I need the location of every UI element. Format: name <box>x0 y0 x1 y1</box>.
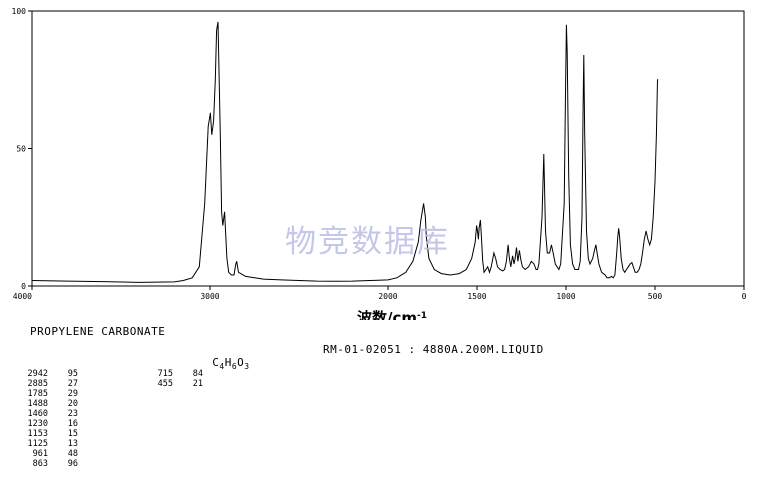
compound-name: PROPYLENE CARBONATE <box>30 325 166 338</box>
peak-intensity: 13 <box>67 439 78 449</box>
x-axis-label: 波数/cm-1 <box>357 309 427 320</box>
ir-spectrum-chart: 4000 3000 2000 1500 1000 500 0 0 50 100 波数/cm-1 <box>12 7 747 320</box>
peak-intensity: 96 <box>67 459 78 469</box>
formula-element: O <box>237 356 245 369</box>
peak-intensity: 15 <box>67 429 78 439</box>
x-tick-label: 1000 <box>556 292 575 301</box>
peak-intensity: 27 <box>67 379 78 389</box>
formula-count: 6 <box>231 362 238 372</box>
peak-intensity: 16 <box>67 419 78 429</box>
peak-intensity: 20 <box>67 399 78 409</box>
peak-row: 1460 23 <box>22 409 78 419</box>
peak-row: 455 21 <box>147 379 203 389</box>
x-tick-label: 0 <box>742 292 747 301</box>
peak-row: 1785 29 <box>22 389 78 399</box>
peak-row: 1230 16 <box>22 419 78 429</box>
peak-wavenumber: 715 <box>157 369 173 379</box>
peak-table-right: 715 84 455 21 <box>147 369 203 389</box>
peak-row: 961 48 <box>22 449 78 459</box>
peak-wavenumber: 1230 <box>27 419 48 429</box>
y-tick-label: 0 <box>21 282 26 291</box>
sample-info: RM-01-02051 : 4880A.200M.LIQUID <box>323 343 544 356</box>
axis-tick-labels: 4000 3000 2000 1500 1000 500 0 0 50 100 <box>12 7 747 301</box>
x-tick-label: 3000 <box>200 292 219 301</box>
peak-row: 715 84 <box>147 369 203 379</box>
peak-intensity: 95 <box>67 369 78 379</box>
x-tick-label: 1500 <box>467 292 486 301</box>
peak-intensity: 84 <box>192 369 203 379</box>
axis-ticks <box>28 10 745 290</box>
x-axis-label-text: 波数/cm <box>357 309 417 320</box>
x-tick-label: 2000 <box>378 292 397 301</box>
peak-intensity: 29 <box>67 389 78 399</box>
peak-wavenumber: 1153 <box>27 429 48 439</box>
formula-count: 3 <box>244 362 250 372</box>
peak-row: 1153 15 <box>22 429 78 439</box>
watermark: 物竞数据库 <box>285 224 450 260</box>
peak-intensity: 23 <box>67 409 78 419</box>
x-axis-label-sup: -1 <box>417 311 427 320</box>
peak-wavenumber: 863 <box>32 459 48 469</box>
spectrum-line <box>31 21 659 283</box>
y-tick-label: 100 <box>12 7 27 16</box>
peak-intensity: 21 <box>192 379 203 389</box>
y-tick-label: 50 <box>16 145 26 154</box>
peak-intensity: 48 <box>67 449 78 459</box>
peak-row: 1488 20 <box>22 399 78 409</box>
peak-row: 2885 27 <box>22 379 78 389</box>
peak-wavenumber: 1125 <box>27 439 48 449</box>
x-tick-label: 4000 <box>13 292 32 301</box>
peak-row: 2942 95 <box>22 369 78 379</box>
peak-wavenumber: 2885 <box>27 379 48 389</box>
peak-wavenumber: 1488 <box>27 399 48 409</box>
peak-table-left: 2942 95 2885 27 1785 29 1488 20 1460 23 1230 16 1153… <box>22 369 78 469</box>
x-tick-label: 500 <box>648 292 663 301</box>
peak-wavenumber: 455 <box>157 379 173 389</box>
peak-wavenumber: 1785 <box>27 389 48 399</box>
formula-count: 4 <box>219 362 225 372</box>
formula-element: H <box>224 356 232 369</box>
peak-wavenumber: 961 <box>32 449 48 459</box>
molecular-formula: C4H6O3 <box>198 343 250 371</box>
peak-row: 863 96 <box>22 459 78 469</box>
peak-row: 1125 13 <box>22 439 78 449</box>
peak-wavenumber: 1460 <box>27 409 48 419</box>
formula-element: C <box>212 356 220 369</box>
peak-wavenumber: 2942 <box>27 369 48 379</box>
